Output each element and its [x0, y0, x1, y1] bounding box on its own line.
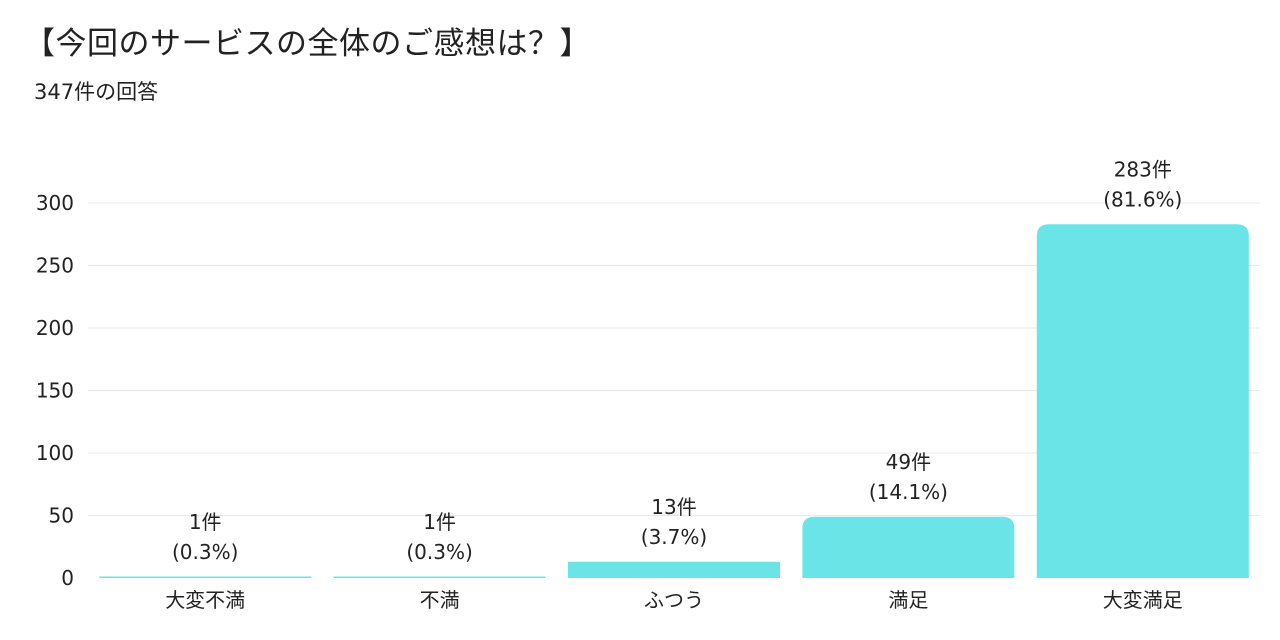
data-label-count: 13件 [651, 495, 696, 519]
x-tick-label: 大変満足 [1103, 588, 1183, 612]
data-label-percent: (81.6%) [1103, 187, 1182, 211]
data-label-count: 49件 [886, 450, 931, 474]
x-tick-label: 不満 [420, 588, 460, 612]
bar [1036, 224, 1249, 578]
y-tick-label: 200 [36, 316, 74, 340]
y-tick-label: 150 [36, 379, 74, 403]
data-label-count: 1件 [189, 510, 222, 534]
bar [802, 516, 1015, 578]
data-label-percent: (14.1%) [869, 480, 948, 504]
y-tick-label: 0 [61, 566, 74, 590]
y-tick-label: 100 [36, 441, 74, 465]
x-tick-label: 満足 [888, 588, 928, 612]
bar [99, 576, 312, 578]
data-label-percent: (0.3%) [406, 540, 472, 564]
data-label-count: 1件 [423, 510, 456, 534]
data-label-count: 283件 [1114, 157, 1172, 181]
bar [333, 576, 546, 578]
data-label-percent: (0.3%) [172, 540, 238, 564]
x-tick-label: 大変不満 [165, 588, 245, 612]
data-label-percent: (3.7%) [641, 525, 707, 549]
y-tick-label: 250 [36, 254, 74, 278]
bar [568, 561, 780, 578]
response-count: 347件の回答 [34, 80, 159, 104]
y-tick-label: 300 [36, 191, 74, 215]
chart-title: 【今回のサービスの全体のご感想は？】 [24, 26, 591, 62]
y-tick-label: 50 [49, 504, 74, 528]
x-tick-label: ふつう [644, 588, 704, 612]
